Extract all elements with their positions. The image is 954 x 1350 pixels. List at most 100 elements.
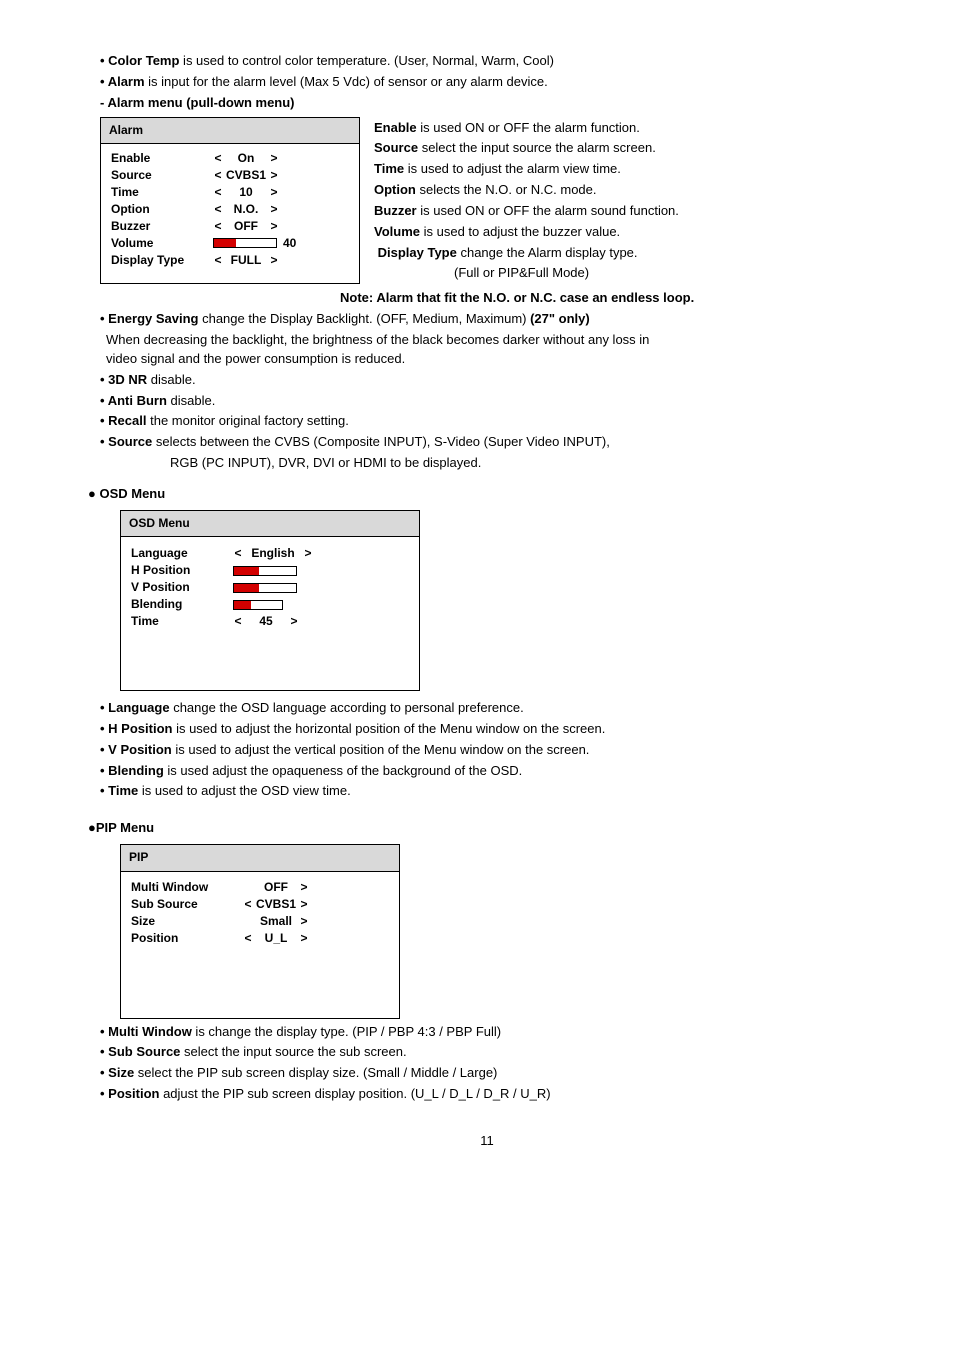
desc-time-b: Time [374, 161, 404, 176]
osd-row-blend[interactable]: Blending [131, 596, 409, 613]
src-b: Source [108, 434, 152, 449]
row-value: OFF [255, 879, 297, 896]
row-label: Blending [131, 596, 231, 613]
nr-b: 3D NR [108, 372, 147, 387]
arrow-right-icon[interactable]: > [297, 896, 311, 913]
row-value: U_L [255, 930, 297, 947]
desc-dtype-r: change the Alarm display type. [457, 245, 638, 260]
arrow-right-icon[interactable]: > [297, 930, 311, 947]
row-value: 45 [245, 613, 287, 630]
pip-mw-r: is change the display type. (PIP / PBP 4… [192, 1024, 501, 1039]
osd-vpos-b: V Position [108, 742, 172, 757]
row-label: Display Type [111, 252, 211, 269]
desc-source-r: select the input source the alarm screen… [418, 140, 656, 155]
recall-r: the monitor original factory setting. [146, 413, 348, 428]
osd-blend-r: is used adjust the opaqueness of the bac… [164, 763, 522, 778]
arrow-left-icon[interactable]: < [211, 252, 225, 269]
arrow-right-icon[interactable]: > [301, 545, 315, 562]
arrow-right-icon[interactable]: > [267, 218, 281, 235]
osd-row-language[interactable]: Language <English> [131, 545, 409, 562]
osd-time-line: Time is used to adjust the OSD view time… [100, 782, 874, 801]
arrow-right-icon[interactable]: > [267, 150, 281, 167]
arrow-right-icon[interactable]: > [267, 167, 281, 184]
alarm-row-enable[interactable]: Enable <On> [111, 150, 349, 167]
arrow-left-icon[interactable]: < [211, 150, 225, 167]
row-value: English [245, 545, 301, 562]
blend-slider[interactable] [233, 600, 283, 610]
desc-enable-r: is used ON or OFF the alarm function. [417, 120, 640, 135]
osd-row-time[interactable]: Time <45> [131, 613, 409, 630]
pip-ss-line: Sub Source select the input source the s… [100, 1043, 874, 1062]
alarm-row-display-type[interactable]: Display Type <FULL> [111, 252, 349, 269]
pip-menu-body: Multi Window OFF> Sub Source <CVBS1> Siz… [121, 872, 399, 1018]
alarm-row-source[interactable]: Source <CVBS1> [111, 167, 349, 184]
osd-time-b: Time [108, 783, 138, 798]
alarm-label: Alarm [108, 74, 145, 89]
pip-menu-title: PIP [121, 845, 399, 871]
osd-hpos-line: H Position is used to adjust the horizon… [100, 720, 874, 739]
osd-row-vpos[interactable]: V Position [131, 579, 409, 596]
arrow-left-icon[interactable]: < [211, 167, 225, 184]
desc-time-r: is used to adjust the alarm view time. [404, 161, 621, 176]
row-label: Multi Window [131, 879, 241, 896]
alarm-layout: Alarm Enable <On> Source <CVBS1> Time <1… [100, 117, 874, 286]
osd-hpos-b: H Position [108, 721, 172, 736]
color-temp-text: is used to control color temperature. (U… [179, 53, 553, 68]
vpos-slider[interactable] [233, 583, 297, 593]
hpos-slider[interactable] [233, 566, 297, 576]
arrow-left-icon[interactable]: < [211, 184, 225, 201]
desc-buzzer-r: is used ON or OFF the alarm sound functi… [417, 203, 679, 218]
arrow-left-icon[interactable]: < [241, 930, 255, 947]
alarm-row-option[interactable]: Option <N.O.> [111, 201, 349, 218]
arrow-right-icon[interactable]: > [297, 879, 311, 896]
volume-slider[interactable] [213, 238, 277, 248]
osd-vpos-line: V Position is used to adjust the vertica… [100, 741, 874, 760]
osd-blend-line: Blending is used adjust the opaqueness o… [100, 762, 874, 781]
alarm-note: Note: Alarm that fit the N.O. or N.C. ca… [340, 289, 874, 308]
pip-row-multiwindow[interactable]: Multi Window OFF> [131, 880, 389, 897]
arrow-left-icon[interactable]: < [231, 545, 245, 562]
row-value: FULL [225, 252, 267, 269]
energy-tail: (27" only) [530, 311, 590, 326]
energy-l3: video signal and the power consumption i… [106, 350, 874, 369]
osd-lang-r: change the OSD language according to per… [170, 700, 524, 715]
osd-row-hpos[interactable]: H Position [131, 562, 409, 579]
alarm-row-volume[interactable]: Volume 40 [111, 235, 349, 252]
arrow-left-icon[interactable]: < [231, 613, 245, 630]
arrow-left-icon[interactable]: < [241, 896, 255, 913]
osd-lang-line: Language change the OSD language accordi… [100, 699, 874, 718]
pip-sz-r: select the PIP sub screen display size. … [134, 1065, 497, 1080]
desc-buzzer-b: Buzzer [374, 203, 417, 218]
arrow-right-icon[interactable]: > [267, 184, 281, 201]
osd-blend-b: Blending [108, 763, 164, 778]
pip-pos-line: Position adjust the PIP sub screen displ… [100, 1085, 874, 1104]
arrow-right-icon[interactable]: > [267, 201, 281, 218]
color-temp-line: Color Temp is used to control color temp… [100, 52, 874, 71]
arrow-left-icon[interactable]: < [211, 201, 225, 218]
pip-row-size[interactable]: Size Small> [131, 914, 389, 931]
energy-b: Energy Saving [108, 311, 198, 326]
row-value: CVBS1 [255, 896, 297, 913]
alarm-row-buzzer[interactable]: Buzzer <OFF> [111, 218, 349, 235]
arrow-right-icon[interactable]: > [267, 252, 281, 269]
alarm-line: Alarm is input for the alarm level (Max … [100, 73, 874, 92]
pip-row-subsource[interactable]: Sub Source <CVBS1> [131, 897, 389, 914]
arrow-right-icon[interactable]: > [297, 913, 311, 930]
pip-row-position[interactable]: Position <U_L> [131, 931, 389, 948]
alarm-menu-box: Alarm Enable <On> Source <CVBS1> Time <1… [100, 117, 360, 284]
desc-dtype-b: Display Type [378, 245, 457, 260]
row-label: Position [131, 930, 241, 947]
arrow-right-icon[interactable]: > [287, 613, 301, 630]
row-label: Buzzer [111, 218, 211, 235]
arrow-left-icon[interactable]: < [211, 218, 225, 235]
energy-r: change the Display Backlight. (OFF, Medi… [198, 311, 530, 326]
alarm-row-time[interactable]: Time <10> [111, 184, 349, 201]
ab-b: Anti Burn [108, 393, 167, 408]
slider-fill [234, 584, 259, 592]
pip-ss-r: select the input source the sub screen. [180, 1044, 406, 1059]
row-label: Time [111, 184, 211, 201]
slider-fill [214, 239, 236, 247]
row-value: On [225, 150, 267, 167]
row-label: Volume [111, 235, 211, 252]
row-value: 10 [225, 184, 267, 201]
